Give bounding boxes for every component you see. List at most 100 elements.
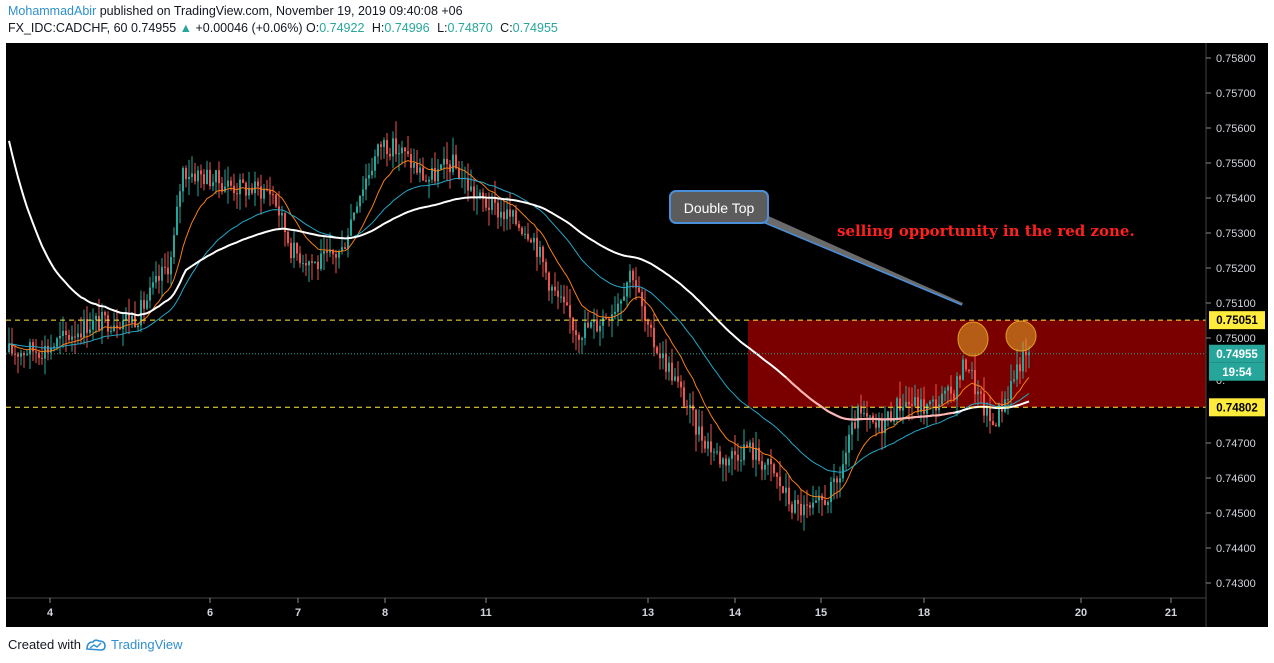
candle-body bbox=[65, 330, 67, 335]
candle-body bbox=[254, 181, 256, 194]
candle bbox=[392, 131, 394, 169]
candle-body bbox=[302, 263, 304, 265]
candle-body bbox=[662, 353, 664, 359]
ma-mid-line bbox=[8, 177, 1030, 473]
x-tick-label: 7 bbox=[295, 607, 301, 619]
candle-body bbox=[602, 317, 604, 326]
tag-last-price-bg bbox=[1209, 344, 1265, 363]
candle-body bbox=[959, 376, 961, 380]
candle-body bbox=[992, 421, 994, 425]
candle-body bbox=[701, 426, 703, 441]
candle bbox=[86, 306, 88, 348]
candle-body bbox=[161, 266, 163, 281]
candle bbox=[740, 445, 742, 472]
candle-body bbox=[653, 327, 655, 348]
candle-body bbox=[218, 170, 220, 184]
footer: Created with TradingView bbox=[8, 637, 183, 652]
candle-body bbox=[452, 154, 454, 173]
candle bbox=[608, 316, 610, 327]
open-value: 0.74922 bbox=[319, 21, 365, 35]
candle-body bbox=[644, 306, 646, 321]
price-axis[interactable]: 0.75800 0.75700 0.75600 0.75500 0.75400 0.753… bbox=[1206, 53, 1256, 590]
candle bbox=[401, 140, 403, 165]
candle bbox=[779, 460, 781, 501]
tradingview-brand[interactable]: TradingView bbox=[110, 637, 183, 652]
candle bbox=[428, 176, 430, 199]
candle bbox=[905, 385, 907, 409]
candle-body bbox=[839, 478, 841, 483]
created-with-label: Created with bbox=[8, 637, 81, 652]
candle-body bbox=[338, 251, 340, 258]
candle-body bbox=[194, 173, 196, 182]
peak-marker-1 bbox=[957, 321, 989, 357]
candle-body bbox=[830, 482, 832, 502]
candle bbox=[302, 254, 304, 273]
candle-body bbox=[689, 405, 691, 408]
candle bbox=[761, 453, 763, 481]
candle bbox=[365, 163, 367, 201]
candle bbox=[8, 327, 10, 354]
candle bbox=[842, 450, 844, 482]
candle-body bbox=[698, 426, 700, 435]
candle bbox=[620, 298, 622, 320]
author-link[interactable]: MohammadAbir bbox=[8, 4, 97, 18]
candle bbox=[119, 321, 121, 331]
candle-body bbox=[383, 140, 385, 147]
candle-body bbox=[83, 319, 85, 338]
candle bbox=[164, 253, 166, 275]
candle bbox=[113, 312, 115, 333]
candle bbox=[668, 356, 670, 381]
callout-box[interactable] bbox=[669, 190, 769, 224]
candle-body bbox=[875, 422, 877, 428]
candle bbox=[662, 341, 664, 370]
candle bbox=[767, 458, 769, 475]
candle-body bbox=[329, 249, 331, 253]
candle bbox=[710, 423, 712, 465]
candle bbox=[140, 290, 142, 333]
candle bbox=[293, 229, 295, 268]
candle-body bbox=[230, 180, 232, 186]
candle bbox=[734, 434, 736, 470]
candle bbox=[584, 309, 586, 346]
candle-body bbox=[314, 261, 316, 264]
candle-body bbox=[1010, 381, 1012, 400]
candle-body bbox=[428, 179, 430, 182]
candle-body bbox=[389, 154, 391, 157]
candle-body bbox=[155, 275, 157, 283]
candle-body bbox=[134, 315, 136, 328]
candle bbox=[809, 501, 811, 516]
candle-body bbox=[425, 180, 427, 182]
candle-body bbox=[920, 399, 922, 412]
candle-body bbox=[485, 198, 487, 208]
candle-body bbox=[332, 249, 334, 255]
candle bbox=[236, 183, 238, 209]
candle-body bbox=[443, 158, 445, 165]
x-tick-label: 13 bbox=[642, 607, 654, 619]
candle bbox=[671, 348, 673, 385]
candle bbox=[599, 319, 601, 347]
candle bbox=[950, 375, 952, 404]
candle-body bbox=[311, 261, 313, 264]
candle-body bbox=[1007, 399, 1009, 401]
candle-body bbox=[809, 504, 811, 508]
candle-body bbox=[248, 187, 250, 196]
y-tick-label: 0.75500 bbox=[1216, 158, 1256, 170]
candle bbox=[434, 152, 436, 185]
candle bbox=[332, 249, 334, 265]
price-chart[interactable]: Double Top selling opportunity in the re… bbox=[6, 43, 1268, 627]
candle-body bbox=[926, 404, 928, 414]
candle-body bbox=[398, 153, 400, 155]
candle-body bbox=[818, 495, 820, 501]
time-axis[interactable]: 4 6 7 8 11 13 14 15 18 20 21 bbox=[47, 598, 1177, 619]
candle-body bbox=[986, 406, 988, 416]
candle bbox=[407, 135, 409, 158]
chart-canvas[interactable]: Double Top selling opportunity in the re… bbox=[6, 43, 1268, 627]
candle-body bbox=[842, 464, 844, 479]
x-tick-label: 15 bbox=[815, 607, 827, 619]
candle bbox=[368, 163, 370, 186]
candle-body bbox=[989, 406, 991, 422]
candle-body bbox=[278, 206, 280, 216]
candle-body bbox=[176, 206, 178, 236]
candle bbox=[143, 291, 145, 324]
candle bbox=[299, 245, 301, 268]
